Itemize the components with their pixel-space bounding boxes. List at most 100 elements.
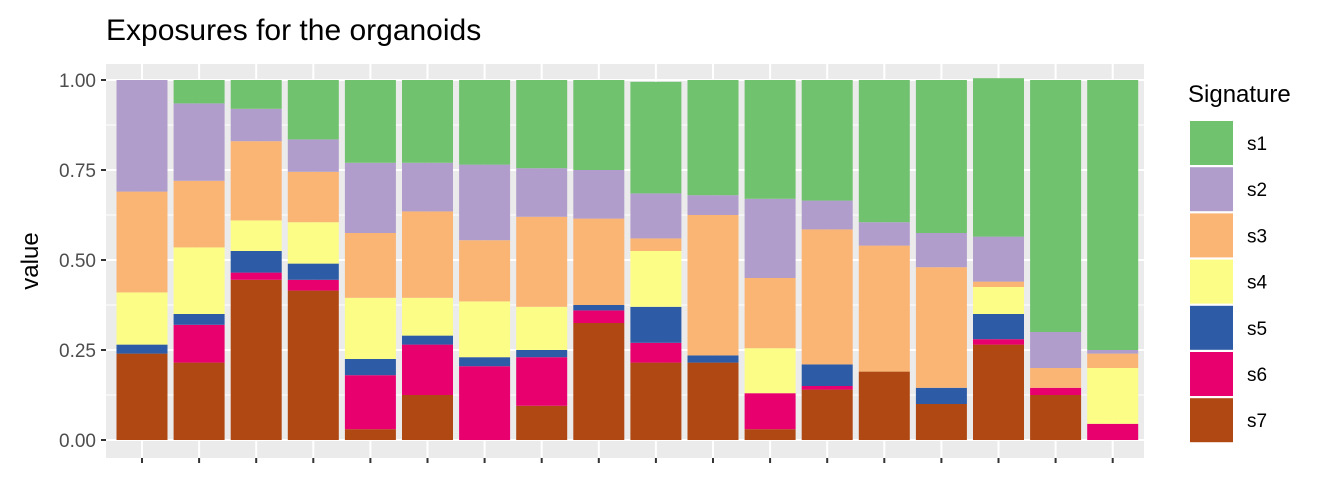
bar-segment-s4 bbox=[459, 301, 511, 358]
bar-segment-s3 bbox=[344, 233, 396, 298]
bar-segment-s2 bbox=[230, 108, 282, 142]
bar-segment-s2 bbox=[973, 236, 1024, 282]
bar-segment-s3 bbox=[459, 240, 511, 302]
bar-segment-s4 bbox=[116, 292, 168, 345]
bar-segment-s4 bbox=[287, 222, 339, 264]
bar-segment-s6 bbox=[630, 342, 682, 363]
bar-segment-s3 bbox=[516, 216, 568, 307]
bar-segment-s7 bbox=[630, 362, 682, 440]
bar-segment-s4 bbox=[516, 306, 568, 350]
bar-segment-s2 bbox=[573, 170, 625, 219]
bar-segment-s2 bbox=[402, 162, 453, 212]
bar-segment-s4 bbox=[973, 287, 1024, 314]
y-tick-label: 1.00 bbox=[59, 71, 96, 92]
bar-segment-s5 bbox=[402, 335, 453, 345]
bar-segment-s3 bbox=[573, 218, 625, 305]
bar-segment-s6 bbox=[1087, 423, 1139, 440]
legend: Signature s1 s2 s3 s4 s5 s6 s7 bbox=[1188, 81, 1291, 443]
bar-segment-s5 bbox=[801, 364, 853, 386]
bar-segment-s2 bbox=[1030, 332, 1082, 368]
bar-segment-s2 bbox=[173, 103, 225, 181]
bars bbox=[116, 78, 1139, 440]
bar-segment-s5 bbox=[459, 357, 511, 367]
bar-segment-s7 bbox=[287, 290, 339, 440]
bar-segment-s7 bbox=[1030, 395, 1082, 440]
bar-segment-s4 bbox=[173, 247, 225, 314]
bar-segment-s2 bbox=[858, 222, 910, 246]
bar-segment-s4 bbox=[630, 251, 682, 307]
bar-segment-s5 bbox=[116, 344, 168, 354]
bar-segment-s6 bbox=[801, 386, 853, 390]
bar-segment-s7 bbox=[230, 279, 282, 440]
bar-segment-s7 bbox=[973, 344, 1024, 440]
legend-label-s5: s5 bbox=[1247, 319, 1267, 340]
legend-label-s3: s3 bbox=[1247, 226, 1267, 247]
bar-segment-s2 bbox=[344, 162, 396, 233]
bar-segment-s6 bbox=[744, 393, 796, 430]
bar-segment-s7 bbox=[516, 405, 568, 440]
bar-segment-s1 bbox=[973, 78, 1024, 237]
bar-segment-s3 bbox=[1087, 353, 1139, 368]
y-tick-label: 0.50 bbox=[59, 251, 96, 272]
bar-segment-s6 bbox=[573, 310, 625, 323]
bar-segment-s2 bbox=[687, 195, 739, 215]
bar-segment-s3 bbox=[915, 267, 967, 388]
bar-segment-s6 bbox=[459, 366, 511, 440]
bar-segment-s3 bbox=[173, 180, 225, 248]
chart-title: Exposures for the organoids bbox=[106, 14, 481, 47]
legend-label-s7: s7 bbox=[1247, 411, 1267, 432]
bar-segment-s6 bbox=[287, 279, 339, 291]
bar-segment-s1 bbox=[344, 80, 396, 163]
bar-segment-s2 bbox=[459, 164, 511, 241]
bar-segment-s1 bbox=[858, 80, 910, 223]
bar-segment-s1 bbox=[687, 80, 739, 196]
bar-segment-s6 bbox=[402, 344, 453, 395]
legend-key-s6 bbox=[1190, 352, 1233, 396]
bar-segment-s4 bbox=[744, 348, 796, 394]
bar-segment-s4 bbox=[344, 297, 396, 359]
bar-segment-s1 bbox=[801, 80, 853, 201]
bar-segment-s4 bbox=[230, 220, 282, 251]
bar-segment-s2 bbox=[1087, 350, 1139, 354]
bar-segment-s2 bbox=[630, 193, 682, 239]
legend-title: Signature bbox=[1188, 81, 1291, 108]
bar-segment-s2 bbox=[516, 168, 568, 217]
bar-segment-s5 bbox=[630, 306, 682, 343]
bar-segment-s3 bbox=[858, 245, 910, 372]
bar-segment-s1 bbox=[516, 80, 568, 169]
bar-segment-s3 bbox=[116, 191, 168, 293]
bar-segment-s2 bbox=[915, 233, 967, 268]
bar-segment-s3 bbox=[744, 278, 796, 349]
bar-segment-s2 bbox=[287, 139, 339, 172]
bar-segment-s7 bbox=[915, 404, 967, 440]
bar-segment-s3 bbox=[402, 211, 453, 298]
bar-segment-s7 bbox=[116, 353, 168, 440]
bar-segment-s1 bbox=[630, 81, 682, 194]
legend-label-s2: s2 bbox=[1247, 180, 1267, 201]
bar-segment-s5 bbox=[973, 314, 1024, 340]
bar-segment-s6 bbox=[1030, 387, 1082, 395]
bar-segment-s5 bbox=[230, 251, 282, 273]
bar-segment-s3 bbox=[630, 238, 682, 251]
y-tick-label: 0.75 bbox=[59, 161, 96, 182]
bar-segment-s3 bbox=[230, 141, 282, 221]
bar-segment-s7 bbox=[744, 429, 796, 440]
bar-segment-s6 bbox=[230, 272, 282, 280]
bar-segment-s5 bbox=[687, 355, 739, 363]
legend-label-s1: s1 bbox=[1247, 134, 1267, 155]
bar-segment-s5 bbox=[915, 387, 967, 404]
bar-segment-s6 bbox=[344, 375, 396, 430]
bar-segment-s5 bbox=[287, 263, 339, 280]
bar-segment-s7 bbox=[801, 389, 853, 440]
bar-segment-s3 bbox=[687, 215, 739, 356]
legend-key-s3 bbox=[1190, 213, 1233, 258]
bar-segment-s2 bbox=[116, 80, 168, 192]
bar-segment-s1 bbox=[230, 80, 282, 109]
bar-segment-s7 bbox=[573, 323, 625, 440]
bar-segment-s6 bbox=[516, 357, 568, 406]
legend-key-s1 bbox=[1190, 121, 1233, 165]
bar-segment-s5 bbox=[173, 314, 225, 325]
legend-label-s6: s6 bbox=[1247, 365, 1267, 386]
